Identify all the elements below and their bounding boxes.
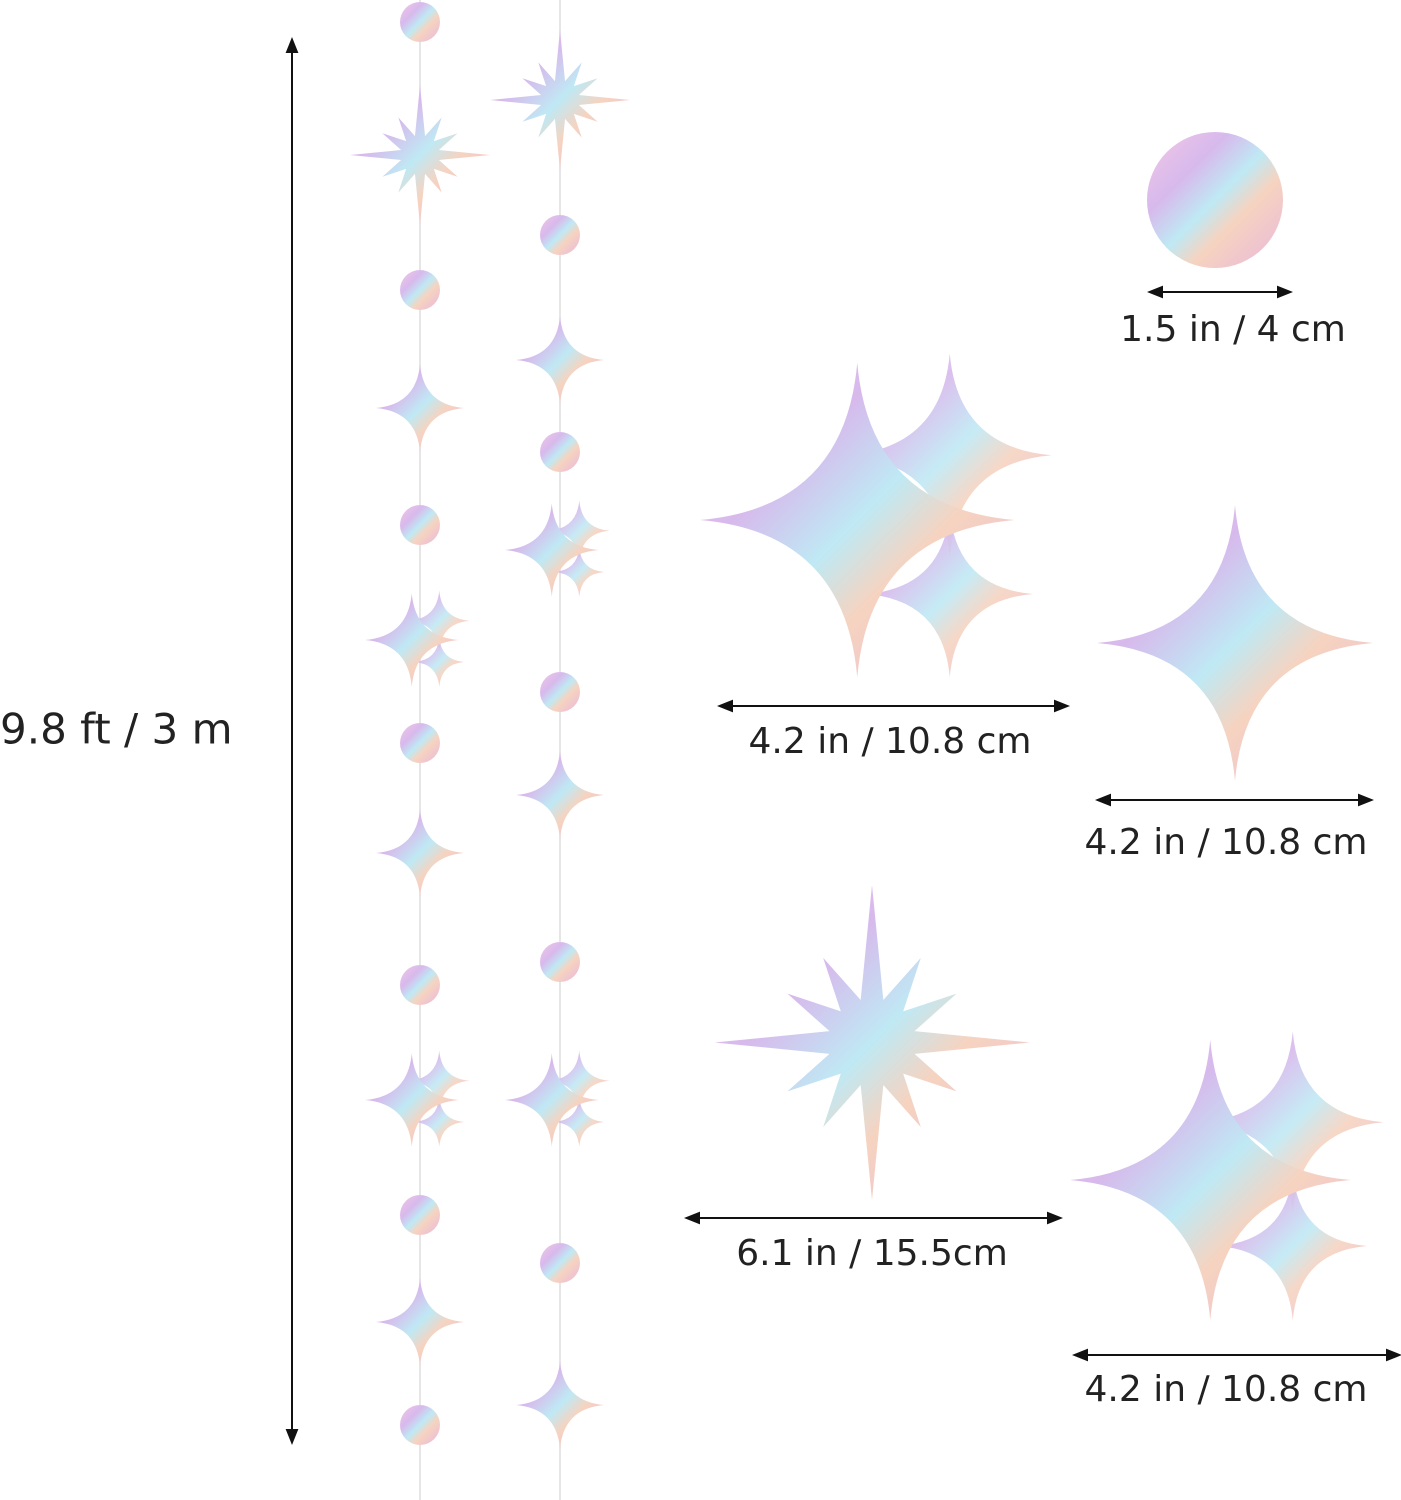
circle-decoration — [400, 505, 440, 545]
circle-decoration — [540, 215, 580, 255]
star-decoration — [516, 1361, 604, 1449]
star-decoration — [376, 809, 464, 897]
size-label: 4.2 in / 10.8 cm — [1085, 1369, 1368, 1410]
burst-decoration — [490, 30, 630, 170]
size-label: 4.2 in / 10.8 cm — [1085, 822, 1368, 863]
double-decoration — [365, 590, 470, 687]
circle-decoration — [400, 965, 440, 1005]
double-star-decoration — [700, 353, 1052, 678]
star-decoration — [1097, 505, 1373, 781]
star-decoration — [516, 751, 604, 839]
double-star-decoration — [1070, 1031, 1384, 1321]
size-label: 6.1 in / 15.5cm — [736, 1233, 1008, 1274]
circle-decoration — [400, 2, 440, 42]
circle-decoration — [400, 270, 440, 310]
burst-decoration — [350, 85, 490, 225]
star-decoration — [376, 364, 464, 452]
circle-decoration — [1147, 132, 1283, 268]
size-label: 4.2 in / 10.8 cm — [749, 721, 1032, 762]
double-decoration — [505, 500, 610, 597]
circle-decoration — [540, 1243, 580, 1283]
double-decoration — [365, 1050, 470, 1147]
circle-decoration — [540, 432, 580, 472]
circle-decoration — [400, 1405, 440, 1445]
circle-decoration — [400, 1195, 440, 1235]
star-decoration — [376, 1278, 464, 1366]
size-label: 1.5 in / 4 cm — [1120, 309, 1346, 350]
circle-decoration — [540, 942, 580, 982]
circle-decoration — [400, 723, 440, 763]
garland-items — [350, 2, 630, 1449]
double-decoration — [505, 1050, 610, 1147]
star-decoration — [516, 316, 604, 404]
circle-decoration — [540, 672, 580, 712]
burst-star-decoration — [714, 885, 1030, 1200]
length-label: 9.8 ft / 3 m — [0, 705, 233, 754]
